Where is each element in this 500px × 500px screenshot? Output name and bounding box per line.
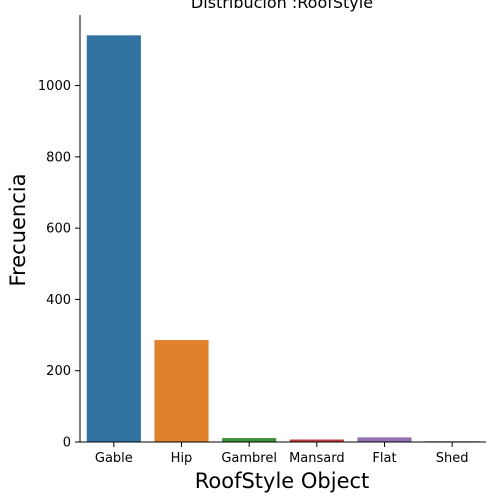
x-tick-label: Gable: [95, 451, 133, 466]
x-tick-label: Hip: [171, 451, 193, 466]
x-tick-label: Flat: [372, 451, 396, 466]
bars-group: [86, 35, 480, 442]
bar-mansard: [289, 439, 344, 442]
bar-hip: [154, 340, 209, 442]
x-ticks-group: Gable Hip Gambrel Mansard Flat Shed: [95, 442, 469, 466]
y-ticks-group: 0 200 400 600 800 1000: [38, 79, 80, 451]
bar-gable: [86, 35, 141, 442]
x-tick-label: Mansard: [289, 451, 345, 466]
x-axis-title: RoofStyle Object: [195, 469, 370, 493]
y-tick-label: 0: [63, 436, 71, 451]
x-tick-label: Shed: [436, 451, 469, 466]
y-tick-label: 1000: [38, 79, 71, 94]
bar-flat: [357, 437, 412, 442]
x-tick-label: Gambrel: [221, 451, 277, 466]
y-tick-label: 600: [46, 222, 71, 237]
y-tick-label: 400: [46, 293, 71, 308]
chart-title: Distribución :RoofStyle: [191, 0, 373, 12]
y-tick-label: 200: [46, 364, 71, 379]
bar-gambrel: [222, 438, 277, 442]
y-tick-label: 800: [46, 150, 71, 165]
y-axis-title: Frecuencia: [6, 174, 30, 287]
